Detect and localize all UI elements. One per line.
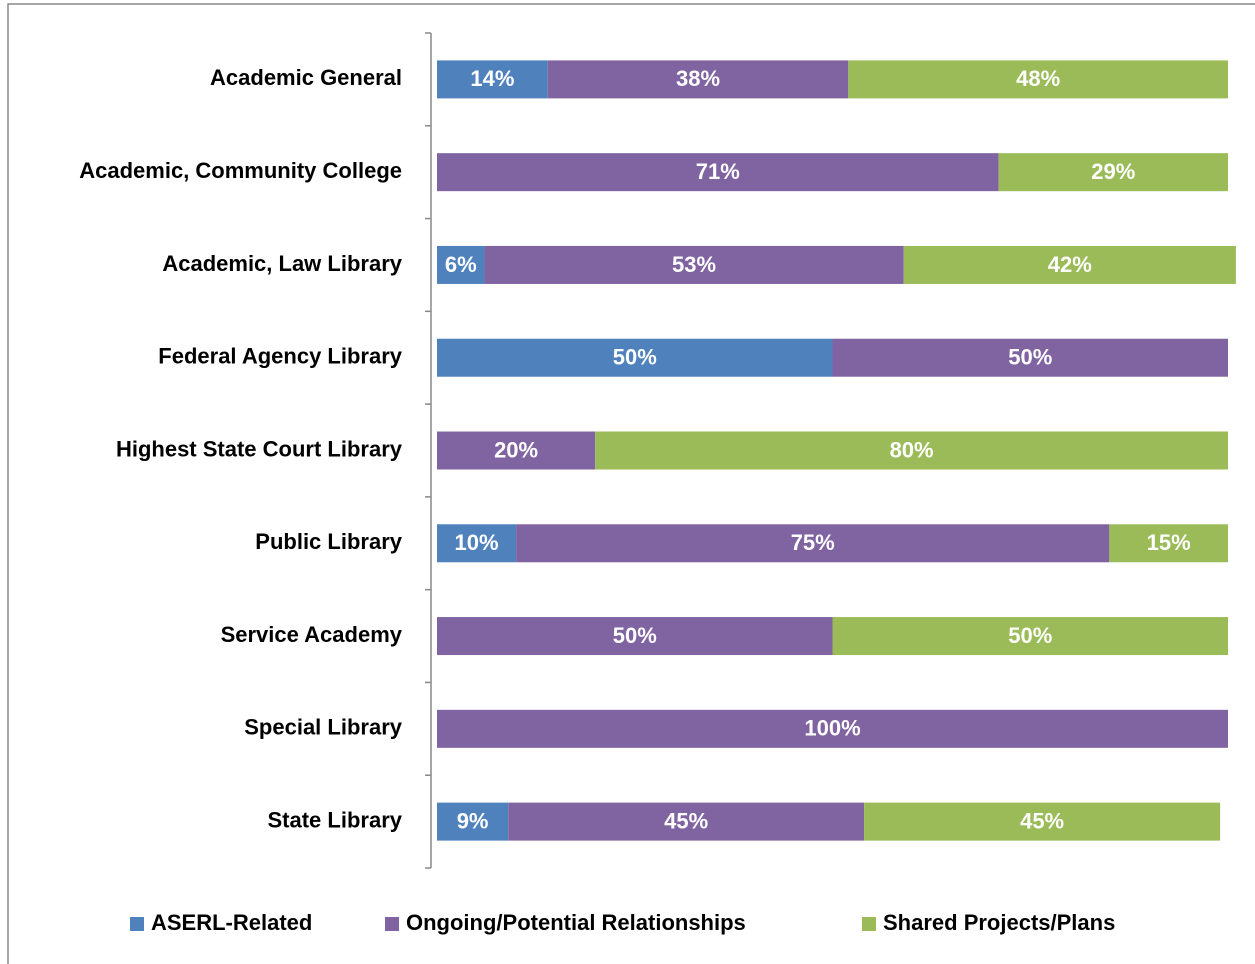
bar-segment <box>484 245 904 284</box>
category-label: Academic, Law Library <box>162 251 402 276</box>
value-label: 50% <box>613 345 657 370</box>
bar-segment <box>998 153 1228 192</box>
value-label: 45% <box>1020 808 1064 833</box>
legend-label: Shared Projects/Plans <box>883 910 1115 935</box>
bar-segment <box>437 153 999 192</box>
bar-segment <box>832 617 1228 656</box>
value-label: 80% <box>890 437 934 462</box>
value-label: 15% <box>1147 530 1191 555</box>
legend-swatch <box>385 917 399 931</box>
bar-segment <box>832 338 1228 377</box>
bar-segment <box>903 245 1236 284</box>
bar-segment <box>848 60 1228 99</box>
legend-label: Ongoing/Potential Relationships <box>406 910 746 935</box>
bar-segment <box>1109 524 1228 563</box>
category-label: Public Library <box>255 529 402 554</box>
bar-segment <box>437 245 485 284</box>
value-label: 48% <box>1016 66 1060 91</box>
value-label: 45% <box>664 808 708 833</box>
bar-segment <box>437 431 596 470</box>
value-label: 50% <box>1008 345 1052 370</box>
value-label: 50% <box>1008 623 1052 648</box>
category-label: Federal Agency Library <box>158 344 402 369</box>
category-label: State Library <box>268 807 403 832</box>
value-label: 100% <box>804 716 860 741</box>
bar-segment <box>595 431 1228 470</box>
value-label: 53% <box>672 252 716 277</box>
bar-segment <box>437 338 833 377</box>
category-label: Academic General <box>210 65 402 90</box>
bar-segment <box>508 802 865 841</box>
value-label: 9% <box>457 808 489 833</box>
category-label: Special Library <box>244 715 403 740</box>
value-label: 14% <box>470 66 514 91</box>
value-label: 6% <box>445 252 477 277</box>
bar-segment <box>437 617 833 656</box>
chart-frame <box>7 3 1255 964</box>
value-label: 29% <box>1091 159 1135 184</box>
bar-segment <box>437 524 517 563</box>
category-label: Service Academy <box>221 622 403 647</box>
bar-segment <box>547 60 849 99</box>
bar-segment <box>437 60 548 99</box>
legend-swatch <box>862 917 876 931</box>
value-label: 42% <box>1048 252 1092 277</box>
value-label: 10% <box>455 530 499 555</box>
value-label: 38% <box>676 66 720 91</box>
value-label: 50% <box>613 623 657 648</box>
bar-segment <box>864 802 1221 841</box>
value-label: 71% <box>696 159 740 184</box>
legend-label: ASERL-Related <box>151 910 312 935</box>
bar-segment <box>437 802 509 841</box>
bar-segment <box>437 709 1228 748</box>
category-label: Academic, Community College <box>79 158 402 183</box>
legend-swatch <box>130 917 144 931</box>
value-label: 75% <box>791 530 835 555</box>
value-label: 20% <box>494 437 538 462</box>
category-label: Highest State Court Library <box>116 436 403 461</box>
bar-segment <box>516 524 1110 563</box>
